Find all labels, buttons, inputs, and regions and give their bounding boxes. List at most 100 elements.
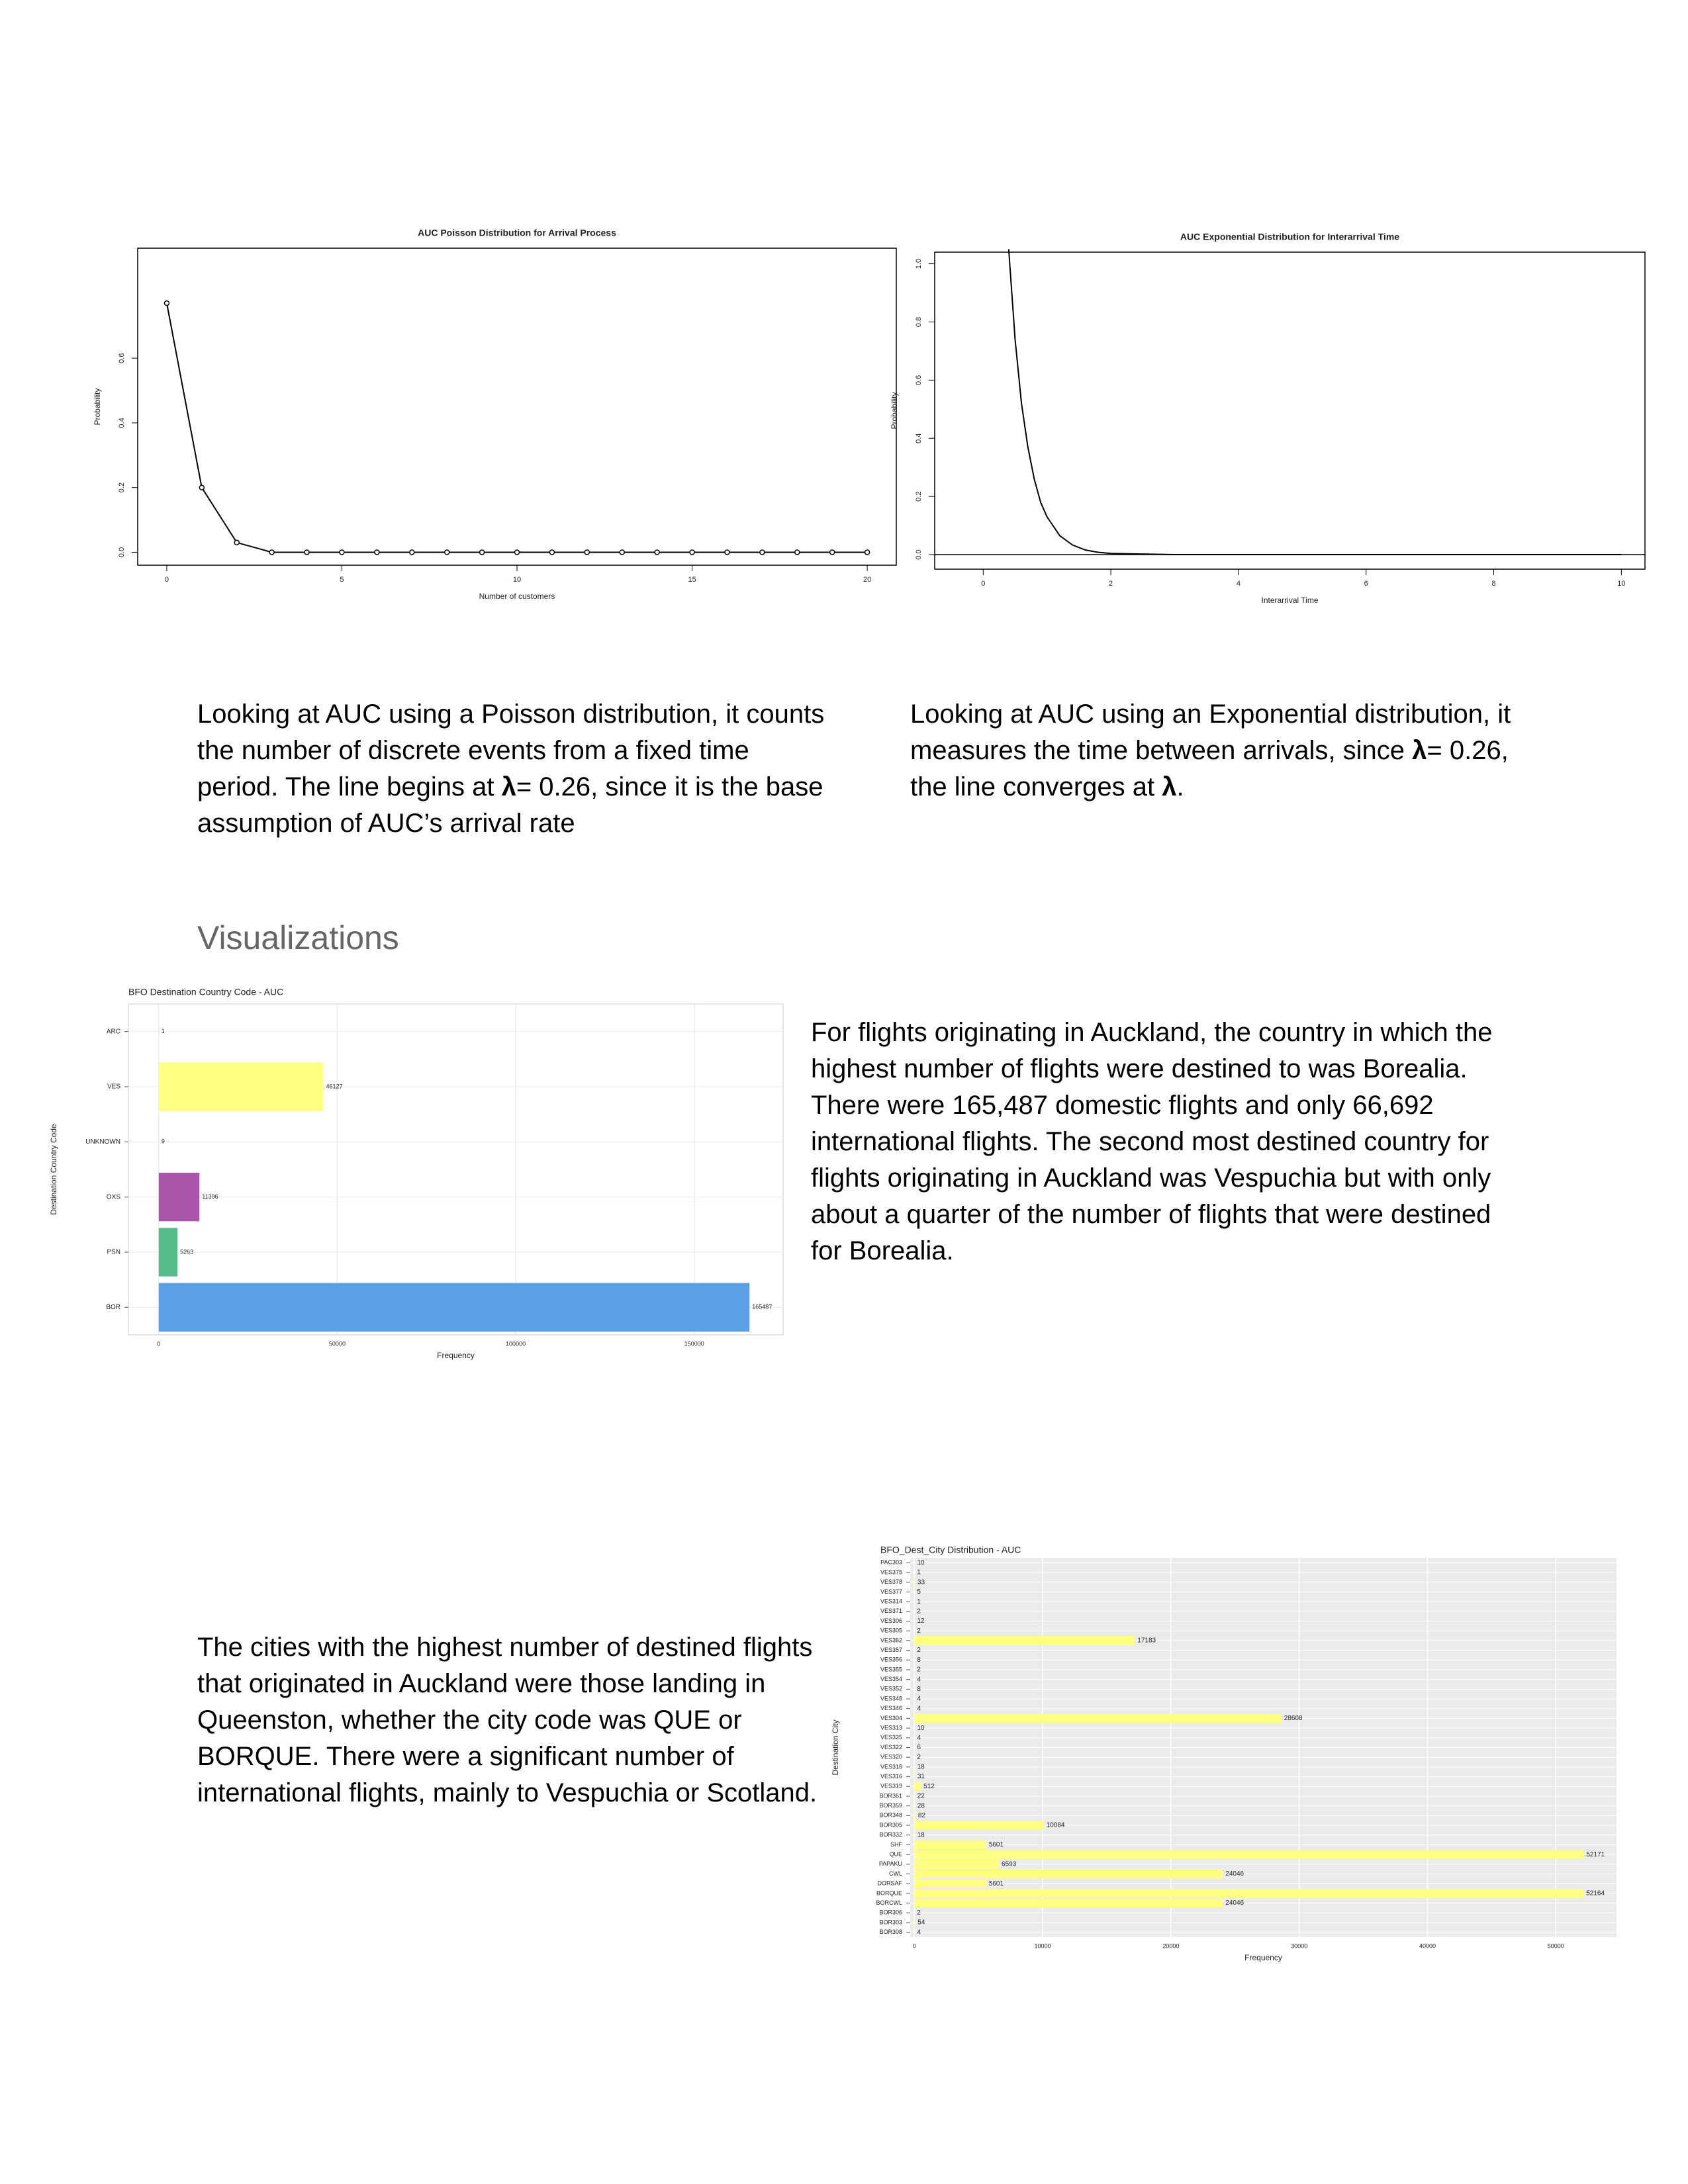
x-axis-label: Number of customers bbox=[479, 592, 555, 601]
data-point bbox=[234, 539, 240, 546]
value-label: 28608 bbox=[1284, 1715, 1303, 1722]
value-label: 1 bbox=[162, 1028, 165, 1034]
y-tick-label: BORCWL bbox=[876, 1899, 902, 1906]
y-tick-label: VES355 bbox=[880, 1666, 902, 1672]
lambda: λ bbox=[1412, 736, 1427, 765]
x-tick-label: 0 bbox=[165, 576, 169, 584]
y-tick-label: 0.4 bbox=[915, 433, 923, 443]
value-label: 4 bbox=[917, 1705, 921, 1712]
value-label: 52164 bbox=[1586, 1890, 1605, 1897]
y-tick-label: 0.8 bbox=[915, 317, 923, 327]
y-tick-label: BOR bbox=[106, 1304, 120, 1311]
bar bbox=[914, 1850, 1584, 1859]
section-heading: Visualizations bbox=[197, 919, 399, 956]
text-run: Looking at AUC using a Poisson distribut… bbox=[197, 700, 825, 801]
y-tick-label: 1.0 bbox=[915, 259, 923, 269]
data-point bbox=[269, 549, 275, 555]
value-label: 17183 bbox=[1137, 1637, 1156, 1645]
y-tick-label: VES348 bbox=[880, 1695, 902, 1702]
value-label: 1 bbox=[917, 1598, 921, 1606]
data-point bbox=[759, 549, 765, 555]
plot-frame bbox=[934, 251, 1646, 570]
y-tick-label: BOR361 bbox=[879, 1792, 902, 1799]
value-label: 24046 bbox=[1225, 1899, 1244, 1907]
plot-frame bbox=[137, 248, 897, 566]
value-label: 4 bbox=[917, 1734, 921, 1741]
bar bbox=[914, 1772, 915, 1782]
y-tick-label: VES316 bbox=[880, 1773, 902, 1780]
value-label: 5 bbox=[917, 1588, 921, 1596]
x-tick-label: 20000 bbox=[1162, 1942, 1179, 1949]
poisson-note: Looking at AUC using a Poisson distribut… bbox=[197, 696, 826, 842]
value-label: 5601 bbox=[989, 1841, 1004, 1848]
x-tick-label: 50000 bbox=[329, 1340, 346, 1347]
value-label: 4 bbox=[917, 1929, 921, 1936]
x-tick-label: 10 bbox=[1617, 580, 1625, 588]
value-label: 4 bbox=[917, 1696, 921, 1703]
bar bbox=[914, 1869, 1223, 1879]
value-label: 18 bbox=[917, 1764, 925, 1771]
city-note: The cities with the highest number of de… bbox=[197, 1633, 818, 1807]
y-tick-label: 0.6 bbox=[118, 353, 126, 363]
value-label: 9 bbox=[162, 1138, 165, 1145]
bar bbox=[914, 1889, 1584, 1898]
data-point bbox=[374, 549, 380, 555]
value-label: 24046 bbox=[1225, 1870, 1244, 1878]
value-label: 33 bbox=[917, 1578, 925, 1586]
value-label: 4 bbox=[917, 1676, 921, 1683]
data-point bbox=[199, 484, 205, 490]
value-label: 2 bbox=[917, 1754, 921, 1761]
x-tick-label: 0 bbox=[913, 1942, 916, 1949]
value-label: 6593 bbox=[1002, 1860, 1017, 1868]
value-label: 28 bbox=[917, 1802, 925, 1809]
y-tick-label: VES375 bbox=[880, 1569, 902, 1575]
y-tick-label: PAPAKU bbox=[879, 1860, 902, 1867]
y-tick-label: BOR359 bbox=[879, 1802, 902, 1809]
bar bbox=[914, 1713, 1282, 1723]
chart-title: AUC Poisson Distribution for Arrival Pro… bbox=[418, 228, 616, 238]
data-point bbox=[864, 549, 870, 555]
y-tick-label: VES322 bbox=[880, 1744, 902, 1751]
x-tick-label: 10000 bbox=[1035, 1942, 1051, 1949]
country-note: For flights originating in Auckland, the… bbox=[811, 1018, 1493, 1265]
data-line bbox=[165, 302, 868, 553]
data-point bbox=[724, 549, 730, 555]
y-tick-label: UNKNOWN bbox=[85, 1138, 120, 1146]
y-axis-label: Destination City bbox=[831, 1719, 840, 1775]
y-tick-label: VES346 bbox=[880, 1705, 902, 1711]
data-point bbox=[164, 300, 170, 306]
exponential-note: Looking at AUC using an Exponential dist… bbox=[910, 696, 1532, 805]
value-label: 12 bbox=[917, 1617, 925, 1625]
y-tick-label: VES377 bbox=[880, 1588, 902, 1595]
x-axis-label: Interarrival Time bbox=[1261, 596, 1318, 605]
text-run: = 0.26, the line converges at bbox=[910, 736, 1509, 801]
value-label: 46127 bbox=[326, 1083, 343, 1089]
chart-title: BFO_Dest_City Distribution - AUC bbox=[880, 1545, 1021, 1555]
y-tick-label: BOR348 bbox=[879, 1812, 902, 1819]
y-tick-label: VES bbox=[107, 1083, 120, 1091]
x-tick-label: 2 bbox=[1109, 580, 1113, 588]
y-tick-label: 0.2 bbox=[118, 482, 126, 492]
data-point bbox=[444, 549, 450, 555]
y-tick-label: VES356 bbox=[880, 1657, 902, 1663]
value-label: 54 bbox=[917, 1919, 925, 1927]
bar bbox=[914, 1860, 1000, 1869]
y-tick-label: VES325 bbox=[880, 1734, 902, 1741]
value-label: 8 bbox=[917, 1657, 921, 1664]
y-tick-label: ARC bbox=[107, 1028, 120, 1035]
y-tick-label: 0.0 bbox=[118, 547, 126, 557]
value-label: 6 bbox=[917, 1744, 921, 1751]
y-tick-label: 0.0 bbox=[915, 549, 923, 559]
y-tick-label: DORSAF bbox=[877, 1880, 902, 1887]
x-tick-label: 100000 bbox=[506, 1340, 526, 1347]
y-tick-label: PSN bbox=[107, 1249, 120, 1256]
y-axis-label: Probability bbox=[890, 392, 899, 429]
y-tick-label: VES319 bbox=[880, 1783, 902, 1790]
y-tick-label: PAC303 bbox=[880, 1559, 902, 1566]
bar bbox=[914, 1840, 986, 1850]
x-tick-label: 4 bbox=[1237, 580, 1241, 588]
y-tick-label: CWL bbox=[889, 1870, 902, 1877]
chart-title: BFO Destination Country Code - AUC bbox=[128, 987, 283, 997]
